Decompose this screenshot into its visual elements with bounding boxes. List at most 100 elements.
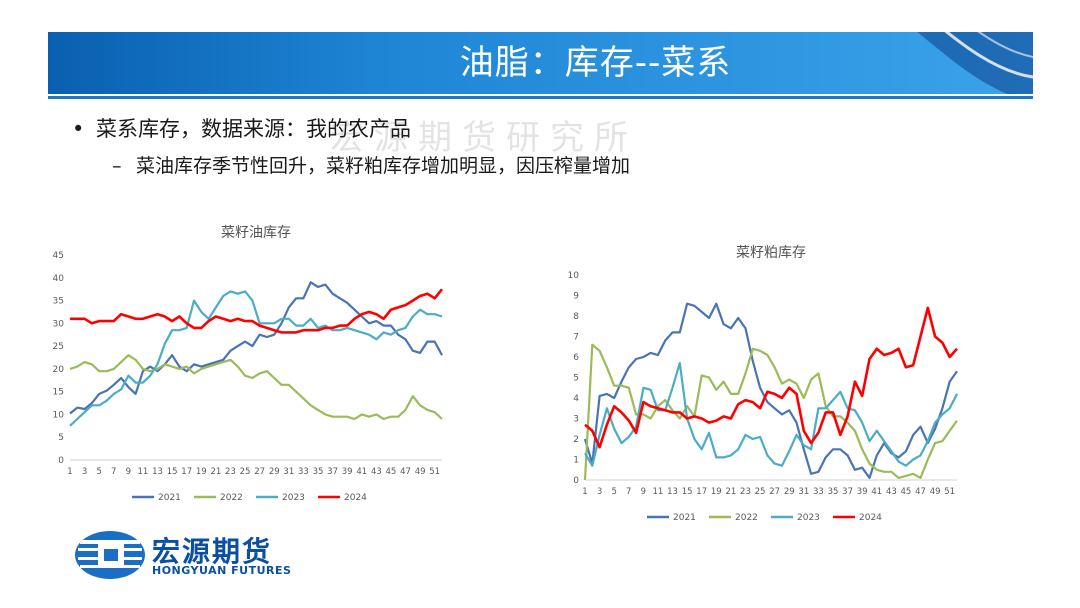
y-tick-label: 5 — [58, 433, 64, 443]
legend-label-2022: 2022 — [220, 493, 243, 503]
title-banner: 油脂：库存--菜系 — [48, 32, 1033, 94]
legend-label-2023: 2023 — [797, 513, 820, 523]
x-tick-label: 21 — [210, 467, 221, 477]
x-tick-label: 17 — [181, 467, 192, 477]
y-tick-label: 20 — [53, 365, 65, 375]
y-tick-label: 3 — [573, 415, 579, 425]
x-tick-label: 31 — [283, 467, 294, 477]
y-tick-label: 9 — [573, 292, 579, 302]
x-tick-label: 7 — [111, 467, 116, 477]
x-tick-label: 5 — [611, 487, 616, 497]
legend-label-2024: 2024 — [344, 493, 367, 503]
x-tick-label: 35 — [313, 467, 324, 477]
x-tick-label: 37 — [842, 487, 853, 497]
legend-label-2022: 2022 — [735, 513, 758, 523]
x-tick-label: 45 — [901, 487, 912, 497]
y-tick-label: 10 — [53, 410, 65, 420]
x-tick-label: 15 — [167, 467, 178, 477]
x-tick-label: 33 — [813, 487, 824, 497]
x-tick-label: 51 — [429, 467, 440, 477]
chart-title: 菜籽油库存 — [221, 225, 291, 241]
x-tick-label: 17 — [696, 487, 707, 497]
y-tick-label: 35 — [53, 297, 64, 307]
x-tick-label: 9 — [641, 487, 646, 497]
x-tick-label: 47 — [400, 467, 411, 477]
x-tick-label: 29 — [784, 487, 795, 497]
y-tick-label: 25 — [53, 342, 64, 352]
x-tick-label: 27 — [254, 467, 265, 477]
y-tick-label: 30 — [53, 319, 65, 329]
y-tick-label: 7 — [573, 333, 579, 343]
x-tick-label: 7 — [626, 487, 631, 497]
x-tick-label: 35 — [828, 487, 839, 497]
y-tick-label: 45 — [53, 251, 64, 261]
chart-title: 菜籽粕库存 — [736, 245, 806, 261]
x-tick-label: 31 — [798, 487, 809, 497]
y-tick-label: 0 — [573, 476, 579, 486]
logo-english-name: HONGYUAN FUTURES — [152, 564, 292, 577]
x-tick-label: 41 — [356, 467, 367, 477]
y-tick-label: 5 — [573, 374, 579, 384]
y-tick-label: 40 — [53, 274, 65, 284]
y-tick-label: 4 — [573, 394, 579, 404]
x-tick-label: 33 — [298, 467, 309, 477]
x-tick-label: 49 — [930, 487, 941, 497]
watermark-text: 宏源期货研究所 — [330, 118, 638, 158]
legend-label-2021: 2021 — [158, 493, 181, 503]
legend-label-2024: 2024 — [859, 513, 882, 523]
x-tick-label: 39 — [342, 467, 353, 477]
x-tick-label: 37 — [327, 467, 338, 477]
x-tick-label: 15 — [682, 487, 693, 497]
bullet-level1-text: 菜系库存，数据来源：我的农产品 — [96, 117, 411, 141]
series-line-2023 — [584, 362, 958, 467]
bullet-level1: • 菜系库存，数据来源：我的农产品 — [72, 113, 411, 143]
y-tick-label: 1 — [573, 456, 579, 466]
x-tick-label: 23 — [225, 467, 236, 477]
x-tick-label: 13 — [152, 467, 163, 477]
x-tick-label: 25 — [755, 487, 766, 497]
logo-mark-icon — [75, 531, 145, 579]
legend-label-2021: 2021 — [673, 513, 696, 523]
banner-stripe-decoration — [917, 32, 1033, 94]
x-tick-label: 5 — [96, 467, 101, 477]
x-tick-label: 49 — [415, 467, 426, 477]
series-line-2024 — [70, 288, 444, 334]
series-line-2022 — [583, 343, 958, 481]
x-tick-label: 21 — [725, 487, 736, 497]
series-line-2021 — [69, 281, 443, 415]
y-tick-label: 2 — [573, 435, 579, 445]
series-line-2021 — [583, 302, 958, 479]
x-tick-label: 27 — [769, 487, 780, 497]
x-tick-label: 19 — [196, 467, 207, 477]
x-tick-label: 41 — [871, 487, 882, 497]
title-underline — [48, 96, 1033, 99]
x-tick-label: 1 — [582, 487, 587, 497]
y-tick-label: 15 — [53, 388, 64, 398]
x-tick-label: 23 — [740, 487, 751, 497]
bullet-level2: – 菜油库存季节性回升，菜籽粕库存增加明显，因压榨量增加 — [112, 151, 630, 178]
bullet-level2-text: 菜油库存季节性回升，菜籽粕库存增加明显，因压榨量增加 — [136, 155, 631, 177]
y-tick-label: 8 — [573, 312, 579, 322]
x-tick-label: 3 — [597, 487, 602, 497]
legend-label-2023: 2023 — [282, 493, 305, 503]
logo-chinese-name: 宏源期货 — [152, 535, 273, 568]
x-tick-label: 29 — [269, 467, 280, 477]
x-tick-label: 11 — [138, 467, 149, 477]
y-tick-label: 0 — [58, 456, 64, 466]
y-tick-label: 6 — [573, 353, 579, 363]
x-tick-label: 19 — [711, 487, 722, 497]
company-logo: 宏源期货 HONGYUAN FUTURES — [74, 530, 314, 580]
y-tick-label: 10 — [568, 271, 580, 281]
series-line-2023 — [69, 290, 443, 427]
x-tick-label: 13 — [667, 487, 678, 497]
x-tick-label: 47 — [915, 487, 926, 497]
bullet-dot: • — [72, 117, 85, 141]
x-tick-label: 51 — [944, 487, 955, 497]
x-tick-label: 11 — [653, 487, 664, 497]
x-tick-label: 43 — [886, 487, 897, 497]
x-tick-label: 25 — [240, 467, 251, 477]
series-line-2024 — [584, 306, 958, 449]
bullet-dash: – — [112, 155, 122, 177]
